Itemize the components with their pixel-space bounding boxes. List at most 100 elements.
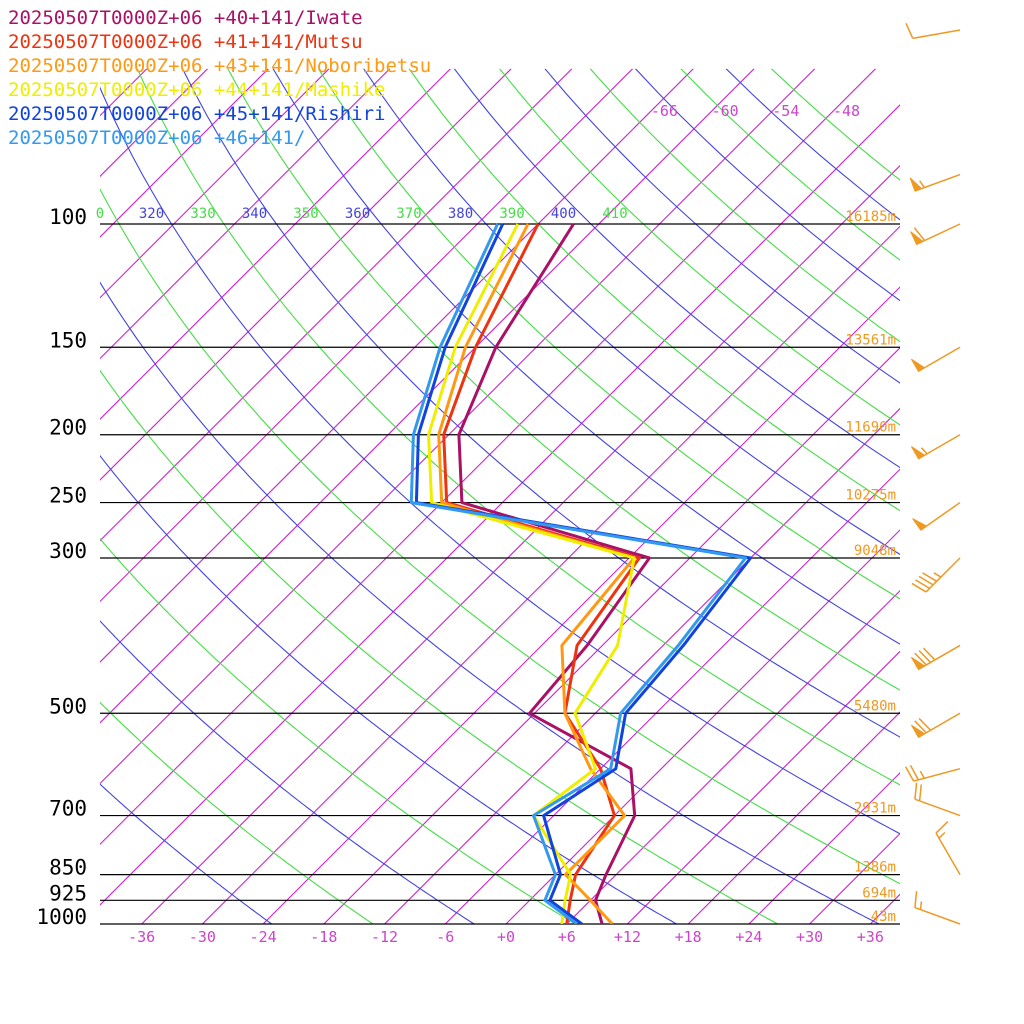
pressure-label: 100 (49, 205, 87, 229)
theta-label: 350 (293, 206, 318, 222)
series-line (457, 223, 651, 924)
height-label: 10275m (845, 488, 896, 504)
upper-temperature-tick-label: -48 (833, 102, 860, 120)
height-label: 1386m (854, 860, 896, 876)
wind-barb-staff (914, 906, 961, 925)
wind-barb-staff (918, 644, 961, 671)
isotherm-line (687, 711, 900, 924)
wind-barb-staff (918, 346, 961, 372)
theta-label: 330 (190, 206, 215, 222)
upper-temperature-tick-label: -54 (772, 102, 799, 120)
theta-label: 370 (396, 206, 421, 222)
wind-barb-full (914, 782, 918, 800)
temperature-tick-label: -24 (250, 928, 277, 946)
wind-barb (912, 501, 961, 531)
wind-barb-staff (916, 223, 961, 245)
height-label: 9048m (854, 543, 896, 559)
wind-barb-pennant (909, 177, 923, 192)
wind-barb-pennant (910, 231, 924, 245)
series-line (427, 223, 636, 924)
legend-entry: 20250507T0000Z+06 +44+141/Mashike (8, 79, 386, 101)
pressure-label: 300 (49, 539, 87, 563)
height-labels: 16185m 13561m 11690m 10275m 9048m 5480m 2931m 1… (845, 209, 896, 925)
theta-label: 380 (448, 206, 473, 222)
theta-label: 410 (602, 206, 627, 222)
wind-barb-staff (914, 798, 961, 817)
pressure-label: 250 (49, 484, 87, 508)
wind-barb-staff (920, 501, 961, 531)
wind-barb-staff (914, 173, 961, 192)
theta-label: 340 (242, 206, 267, 222)
isobars (100, 223, 900, 925)
moist-adiabat-line (100, 538, 577, 924)
wind-barb-full (914, 720, 927, 734)
dry-adiabat-line (100, 86, 900, 835)
isotherm-line (566, 589, 900, 924)
wind-barb (910, 712, 961, 738)
temperature-tick-label: +24 (735, 928, 762, 946)
wind-barb-full (911, 582, 927, 593)
wind-barb-half (919, 901, 923, 910)
upper-temperature-tick-label: -60 (712, 102, 739, 120)
wind-barb-full (918, 575, 934, 586)
moist-adiabat-line (100, 369, 779, 924)
isotherm-line (141, 164, 900, 924)
legend-entry: 20250507T0000Z+06 +46+141/ (8, 127, 305, 149)
dry-adiabat-line (100, 281, 881, 924)
isotherm-line (100, 68, 573, 542)
wind-barb-pennant (910, 656, 926, 671)
height-label: 5480m (854, 698, 896, 714)
wind-barb (910, 346, 961, 372)
dry-adiabat-line (272, 68, 900, 645)
legend-entry: 20250507T0000Z+06 +45+141/Rishiri (8, 103, 386, 125)
wind-barb-full (918, 784, 923, 801)
isotherm-line (748, 772, 900, 924)
dry-adiabat-line (635, 68, 900, 302)
dry-adiabat-line (100, 783, 273, 924)
isotherm-line (100, 68, 451, 420)
pressure-label: 150 (49, 328, 87, 352)
wind-barb-staff (918, 712, 961, 738)
moist-adiabat-line (408, 68, 900, 512)
wind-barb-full (935, 821, 949, 834)
wind-barb-pennant (910, 358, 926, 372)
isotherm-line (100, 68, 634, 603)
series-line (414, 223, 753, 924)
pressure-label: 850 (49, 856, 87, 880)
wind-barb-full (913, 227, 926, 241)
wind-barb-full (922, 572, 938, 582)
moist-adiabat-line (771, 68, 900, 181)
temperature-tick-labels: -36 -30 -24 -18 -12 -6 +0 +6 +12 +18 +24 +30 +36 -66 -… (128, 102, 884, 946)
temperature-tick-label: -6 (436, 928, 454, 946)
wind-barb-half (933, 572, 942, 578)
isotherm-line (100, 104, 900, 906)
wind-barb (910, 223, 961, 245)
isotherm-line (100, 68, 330, 299)
isotherm-line (100, 68, 755, 724)
wind-barb-full (909, 765, 920, 781)
temperature-tick-label: +18 (675, 928, 702, 946)
wind-barb (911, 557, 961, 593)
isotherm-line (627, 650, 900, 924)
pressure-label: 700 (49, 797, 87, 821)
wind-barbs (904, 22, 961, 925)
wind-barb-half (919, 770, 925, 779)
legend: 20250507T0000Z+06 +40+141/Iwate 20250507T… (8, 7, 431, 149)
wind-barb (910, 644, 961, 671)
wind-barb-full (918, 650, 932, 663)
theta-label: 390 (499, 206, 524, 222)
legend-entry: 20250507T0000Z+06 +40+141/Iwate (8, 7, 363, 29)
temperature-tick-label: +12 (614, 928, 641, 946)
theta-labels: 0 320 330 340 350 360 370 380 390 400 410 (96, 206, 628, 222)
wind-barb-full (918, 717, 932, 731)
theta-label: 400 (551, 206, 576, 222)
wind-barb-staff (913, 767, 961, 782)
wind-barb-staff (918, 434, 961, 460)
wind-barb-full (915, 579, 930, 590)
wind-barb-half (920, 447, 928, 455)
dry-adiabats (100, 68, 900, 924)
wind-barb (914, 782, 961, 817)
series-line (409, 223, 747, 924)
